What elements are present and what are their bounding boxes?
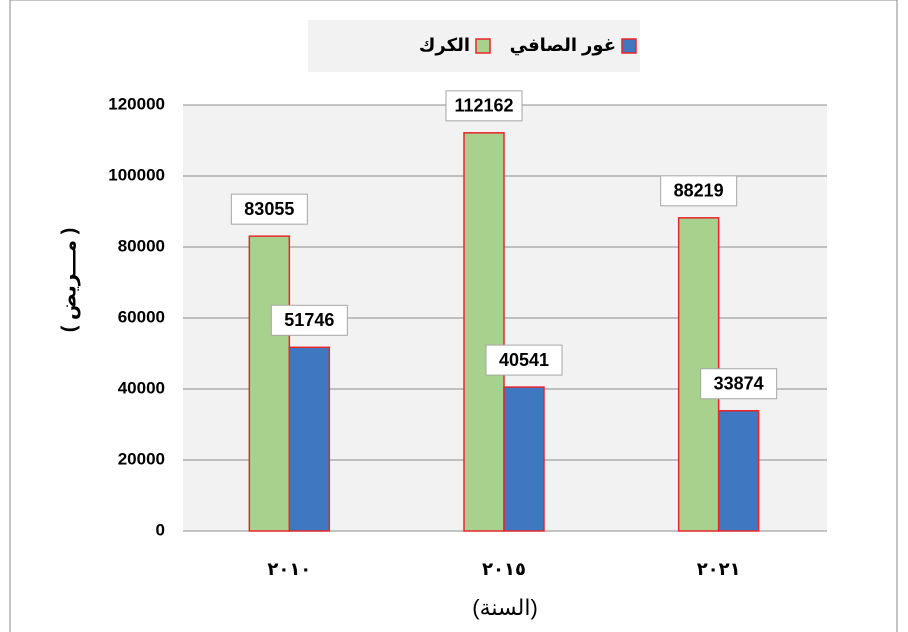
y-tick-label: 80000 xyxy=(118,236,165,255)
y-tick-label: 100000 xyxy=(108,165,165,184)
bar xyxy=(248,235,291,532)
data-label: 88219 xyxy=(674,181,724,201)
bar xyxy=(288,346,331,532)
data-label: 40541 xyxy=(499,350,549,370)
data-label: 51746 xyxy=(284,310,334,330)
legend-label: غور الصافي xyxy=(510,35,616,56)
data-label: 83055 xyxy=(244,199,294,219)
x-tick-label: ٢٠١٥ xyxy=(482,559,526,579)
data-label-box xyxy=(485,344,563,376)
y-tick-label: 120000 xyxy=(108,94,165,113)
bar xyxy=(463,132,505,532)
x-tick-label: ٢٠٢١ xyxy=(697,559,741,579)
data-label: 33874 xyxy=(714,373,764,393)
y-tick-label: 0 xyxy=(156,520,165,539)
data-label-box xyxy=(660,175,738,207)
data-label-box xyxy=(270,304,348,336)
x-tick-label: ٢٠١٠ xyxy=(267,559,311,579)
legend-swatch xyxy=(621,38,637,54)
data-label-box xyxy=(700,368,778,400)
y-axis-label: ( مـــريض ) xyxy=(58,228,80,333)
data-label: 112162 xyxy=(454,96,513,116)
y-tick-label: 60000 xyxy=(118,307,165,326)
y-tick-label: 20000 xyxy=(118,449,165,468)
legend-swatch xyxy=(475,38,491,54)
data-label-box xyxy=(445,90,523,122)
y-tick-label: 40000 xyxy=(118,378,165,397)
legend-box xyxy=(308,20,640,72)
legend-label: الكرك xyxy=(419,35,470,56)
data-label-box xyxy=(230,193,308,225)
bar xyxy=(503,386,545,532)
bar xyxy=(717,409,760,532)
x-axis-label: (السنة) xyxy=(472,595,538,620)
